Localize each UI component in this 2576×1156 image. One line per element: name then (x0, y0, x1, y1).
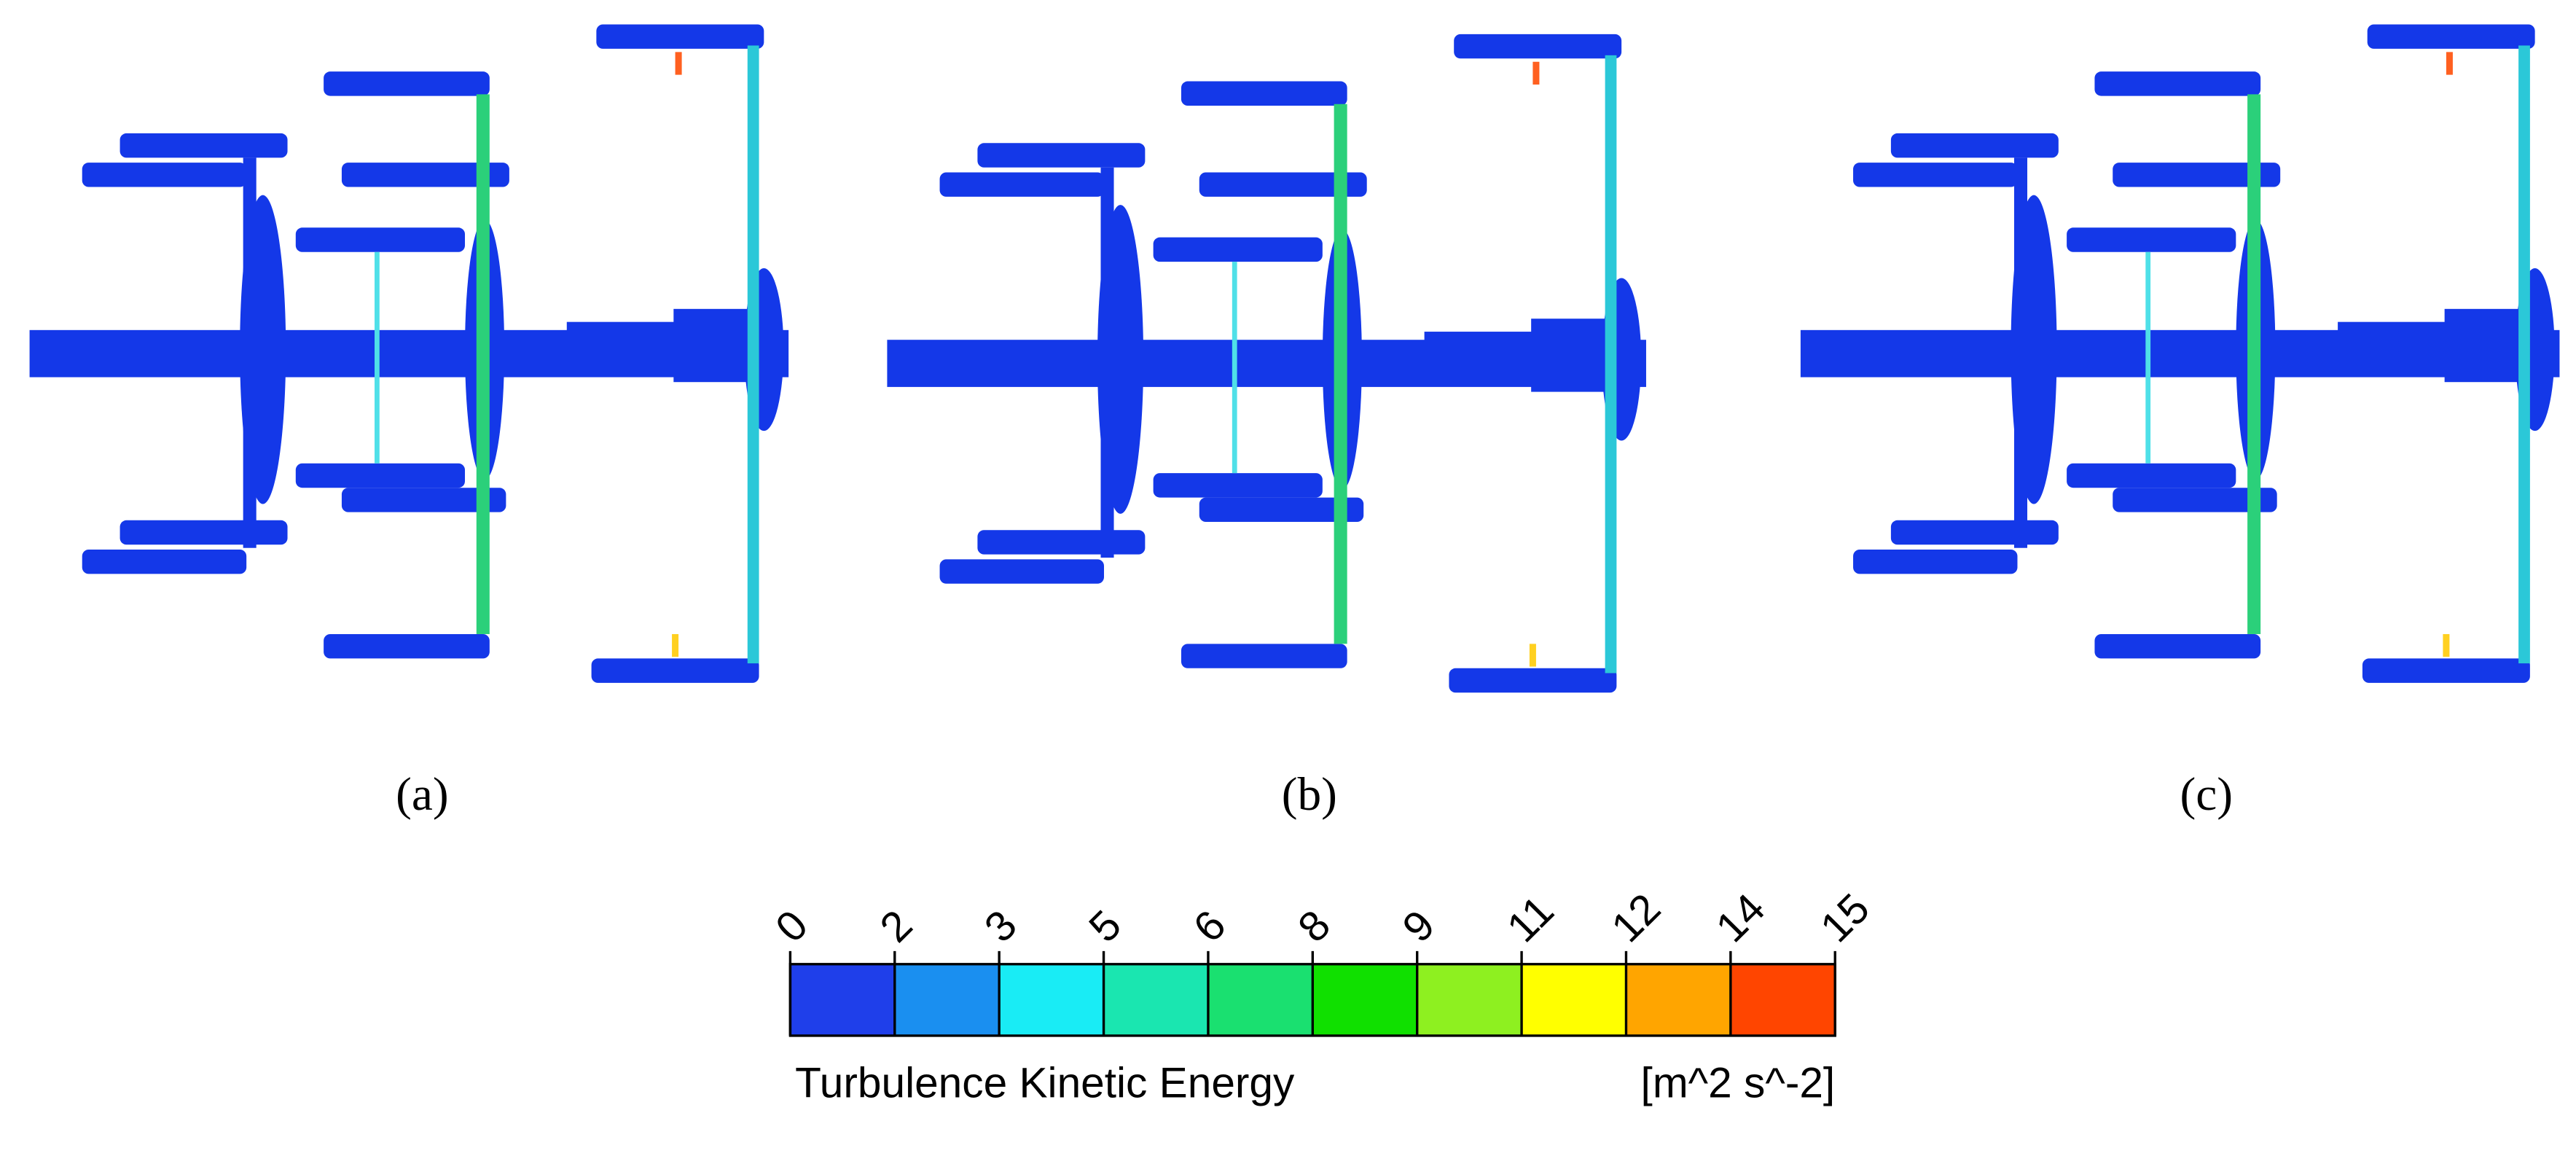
colorbar-unit: [m^2 s^-2] (1641, 1060, 1836, 1107)
colorbar-tick-label: 14 (1707, 885, 1774, 951)
colorbar-tick-label: 6 (1184, 902, 1234, 952)
colorbar-tick-label: 3 (976, 902, 1026, 952)
colorbar-tick-label: 15 (1812, 885, 1879, 951)
colorbar-bin (1207, 964, 1313, 1036)
rendering-c (1800, 24, 2560, 683)
colorbar-bin (1730, 964, 1836, 1036)
colorbar-tick-label: 11 (1498, 887, 1563, 951)
colorbar-tick-label: 5 (1080, 902, 1130, 952)
rendering-b (887, 34, 1646, 693)
panel-label: (c) (2180, 768, 2233, 821)
colorbar-bin (1103, 964, 1208, 1036)
colorbar-tick-label: 2 (871, 902, 921, 952)
colorbar-bin (894, 964, 1000, 1036)
panel-label: (b) (1282, 768, 1337, 821)
panel-label: (a) (396, 768, 449, 821)
colorbar-tick-label: 12 (1602, 885, 1669, 951)
colorbar-bin (1626, 964, 1731, 1036)
colorbar-title: Turbulence Kinetic Energy (795, 1060, 1295, 1107)
colorbar-bin (1417, 964, 1522, 1036)
colorbar-tick-label: 8 (1289, 902, 1339, 952)
colorbar-bin (1522, 964, 1626, 1036)
colorbar-bin (1312, 964, 1417, 1036)
colorbar-bin (790, 964, 895, 1036)
colorbar-bin (999, 964, 1104, 1036)
rendering-a (29, 24, 789, 683)
colorbar-tick-label: 0 (767, 902, 817, 952)
colorbar-tick-label: 9 (1393, 902, 1444, 952)
